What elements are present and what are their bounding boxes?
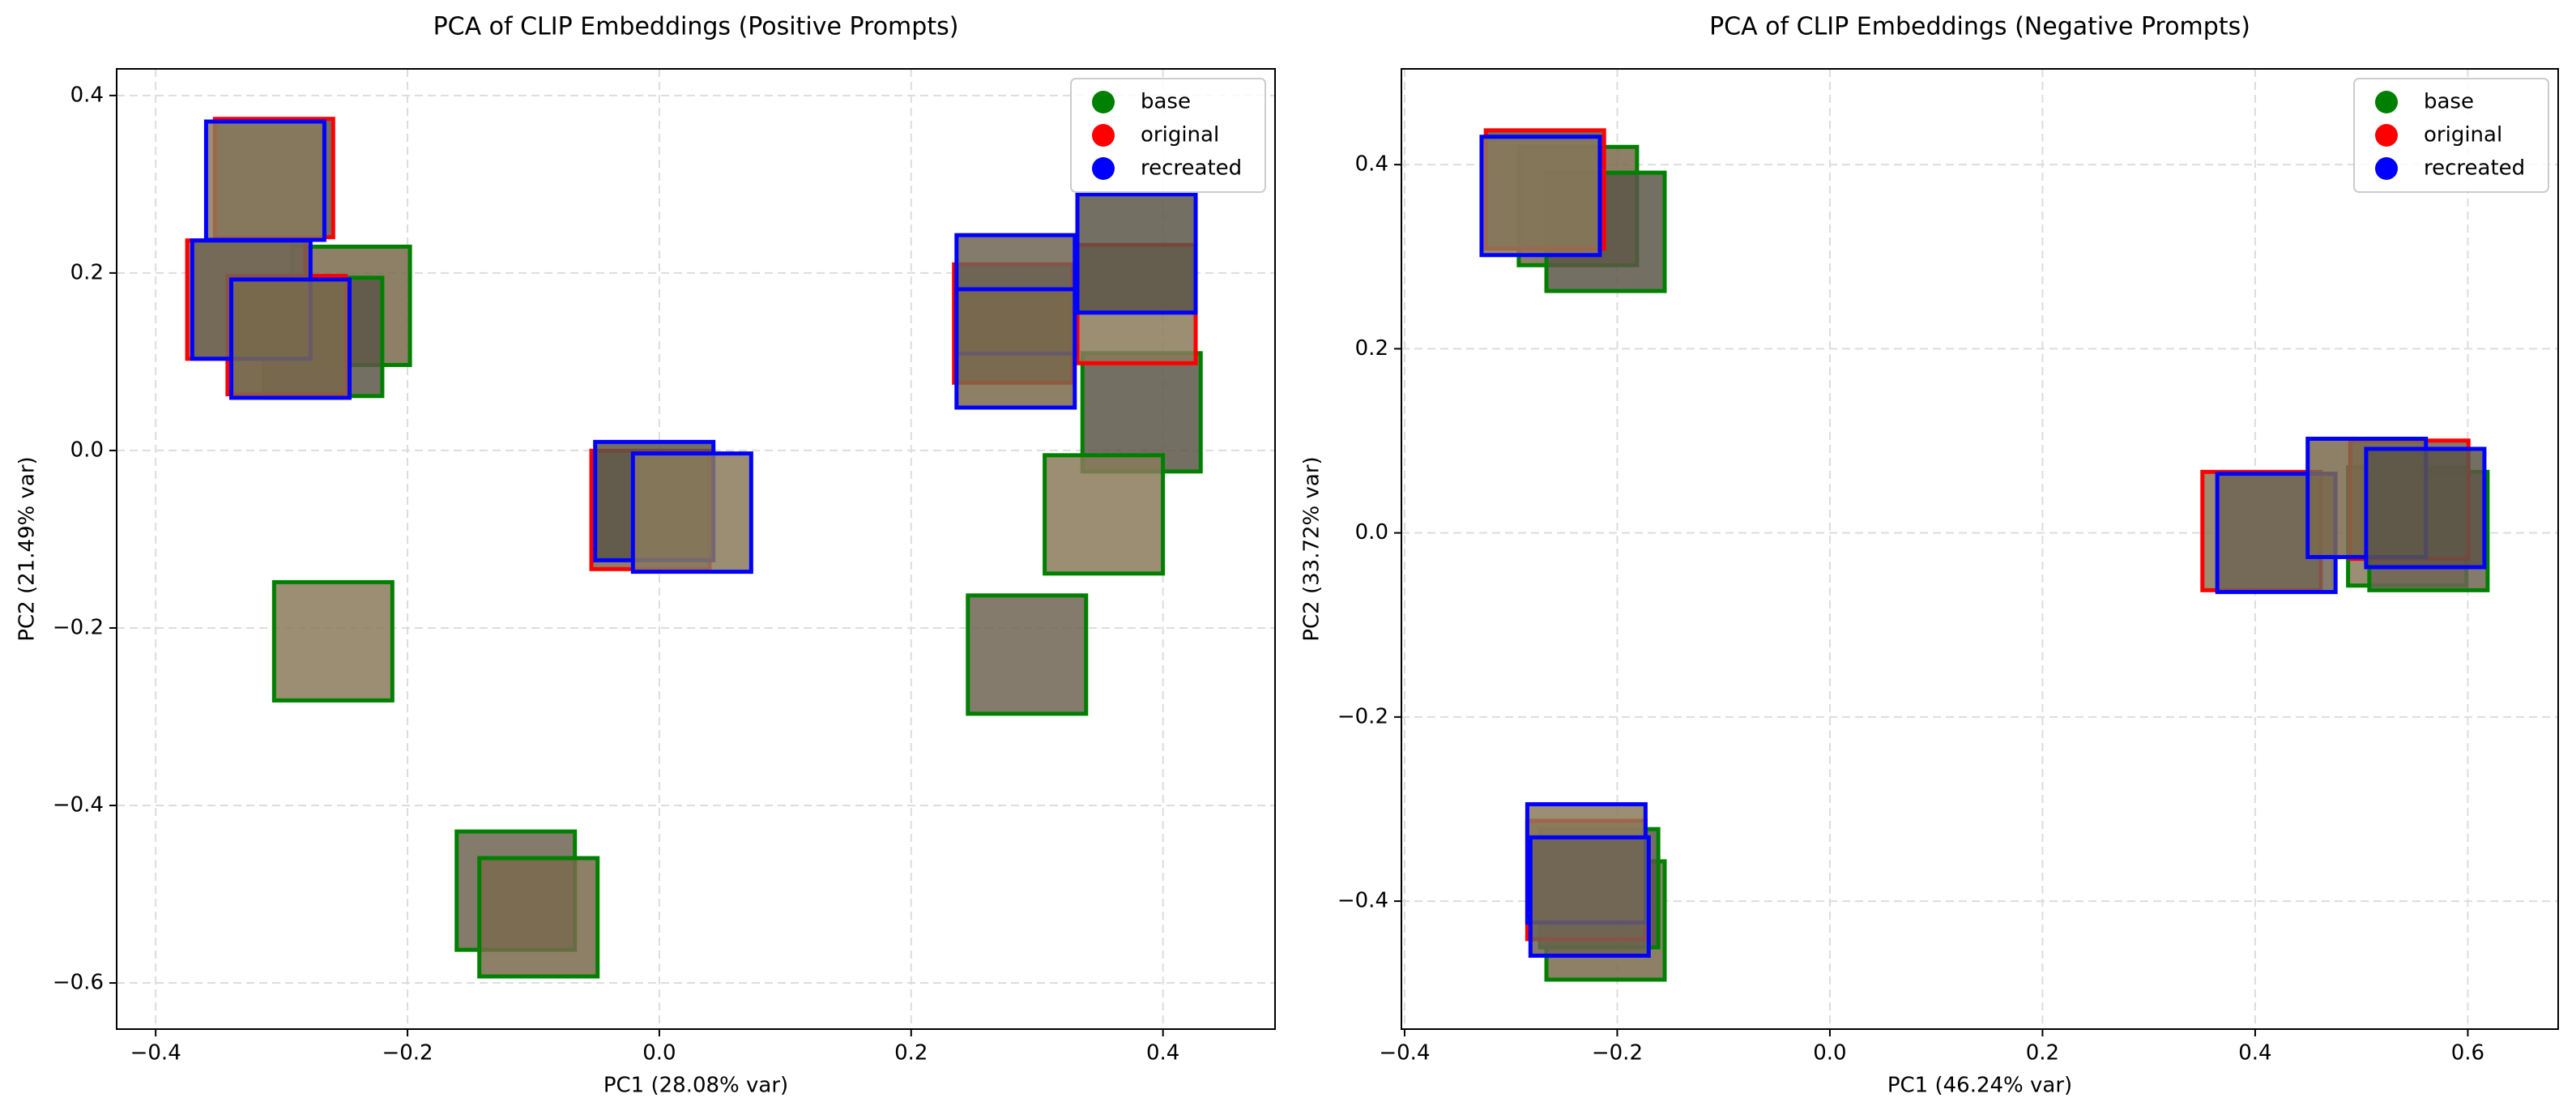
- legend-box: [2353, 78, 2549, 193]
- x-tick-label: 0.0: [642, 1041, 676, 1066]
- plot-area: [1479, 128, 2490, 982]
- legend-label: original: [2424, 123, 2502, 147]
- legend-label: base: [2424, 90, 2474, 114]
- y-tick-label: 0.4: [1355, 152, 1388, 177]
- y-tick-label: −0.2: [53, 615, 104, 639]
- legend-marker: [1092, 91, 1115, 113]
- x-tick-label: −0.4: [130, 1041, 181, 1066]
- legend-marker: [1092, 124, 1115, 147]
- y-tick-label: 0.2: [70, 260, 104, 284]
- x-tick-label: −0.2: [1592, 1041, 1643, 1066]
- x-tick-label: 0.4: [1146, 1041, 1179, 1066]
- y-axis-label: PC2 (33.72% var): [1300, 456, 1324, 641]
- legend-label: base: [1141, 90, 1191, 114]
- legend-marker: [2375, 124, 2398, 147]
- thumbnail-point: [966, 593, 1089, 716]
- axes-frame: [1401, 68, 2559, 1030]
- axes-frame: [116, 68, 1276, 1030]
- x-axis-label: PC1 (46.24% var): [1887, 1074, 2072, 1098]
- thumbnail-point: [954, 287, 1077, 410]
- thumbnail-point: [229, 277, 352, 400]
- thumbnail-point: [1043, 453, 1166, 576]
- thumbnail-point: [203, 119, 326, 242]
- x-tick-label: 0.4: [2238, 1041, 2271, 1066]
- chart-title: PCA of CLIP Embeddings (Positive Prompts…: [433, 13, 959, 41]
- thumbnail-point: [1479, 135, 1602, 258]
- legend: base original recreated: [1070, 78, 1266, 193]
- y-tick-label: −0.4: [53, 793, 104, 818]
- subplot: PCA of CLIP Embeddings (Negative Prompts…: [1300, 13, 2559, 1098]
- legend-label: original: [1141, 123, 1219, 147]
- x-tick-label: 0.2: [894, 1041, 928, 1066]
- legend-marker: [2375, 157, 2398, 180]
- thumbnail-point: [1075, 192, 1198, 315]
- y-tick-label: −0.4: [1337, 889, 1388, 913]
- y-tick-label: −0.6: [53, 971, 104, 995]
- chart-title: PCA of CLIP Embeddings (Negative Prompts…: [1709, 13, 2250, 41]
- x-tick-label: 0.0: [1813, 1041, 1846, 1066]
- x-tick-label: −0.4: [1379, 1041, 1430, 1066]
- x-axis-label: PC1 (28.08% var): [603, 1074, 788, 1098]
- plot-area: [185, 117, 1203, 979]
- legend-marker: [2375, 91, 2398, 113]
- y-tick-label: −0.2: [1337, 704, 1388, 728]
- y-tick-label: 0.0: [1355, 520, 1388, 545]
- y-axis-label: PC2 (21.49% var): [15, 456, 40, 641]
- y-tick-label: 0.0: [70, 438, 104, 462]
- legend-label: recreated: [1141, 156, 1242, 181]
- legend: base original recreated: [2353, 78, 2549, 193]
- x-tick-label: 0.2: [2026, 1041, 2059, 1066]
- thumbnail-point: [630, 451, 753, 575]
- y-tick-label: 0.4: [70, 83, 104, 107]
- thumbnail-point: [1528, 835, 1651, 958]
- x-tick-label: −0.2: [382, 1041, 433, 1066]
- x-tick-label: 0.6: [2451, 1041, 2484, 1066]
- y-tick-label: 0.2: [1355, 336, 1388, 361]
- subplot: PCA of CLIP Embeddings (Positive Prompts…: [15, 13, 1276, 1098]
- thumbnail-point: [2364, 446, 2487, 570]
- thumbnail-point: [271, 579, 395, 703]
- legend-label: recreated: [2424, 156, 2525, 181]
- thumbnail-point: [477, 856, 600, 979]
- legend-marker: [1092, 157, 1115, 180]
- legend-box: [1070, 78, 1266, 193]
